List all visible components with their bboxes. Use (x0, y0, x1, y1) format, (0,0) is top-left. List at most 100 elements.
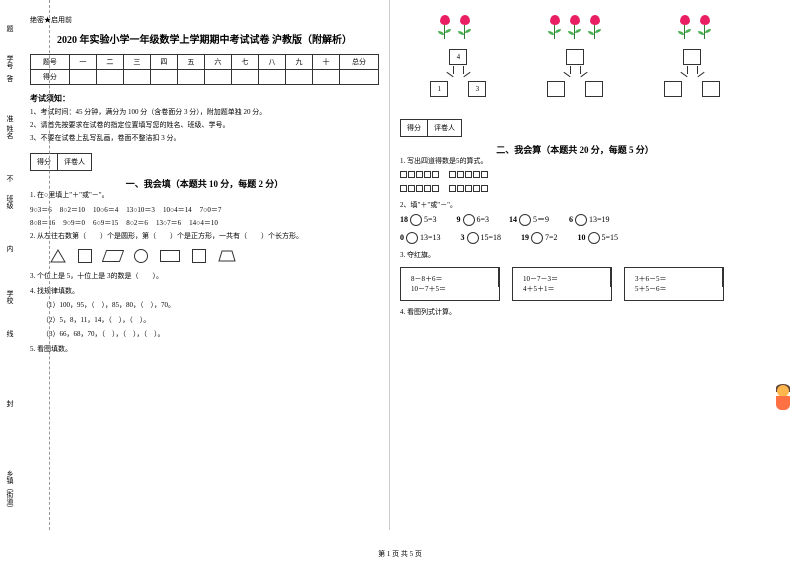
page: 绝密★启用前 2020 年实验小学一年级数学上学期期中考试试卷 沪教版（附解析）… (20, 0, 800, 530)
side-label: 不 (5, 175, 15, 182)
exam-title: 2020 年实验小学一年级数学上学期期中考试试卷 沪教版（附解析） (30, 31, 379, 46)
th: 二 (96, 55, 123, 70)
flower-group (676, 15, 714, 43)
th: 七 (231, 55, 258, 70)
score-table: 题号 一 二 三 四 五 六 七 八 九 十 总分 得分 (30, 54, 379, 85)
side-label: 线 (5, 330, 15, 337)
th: 六 (204, 55, 231, 70)
eq: 10○4＝14 (163, 205, 192, 215)
tree-top (683, 49, 701, 65)
right-column: 4 1 3 (390, 0, 760, 530)
trees-row: 4 1 3 (400, 49, 750, 109)
circle-blank-icon (463, 214, 475, 226)
th: 十 (312, 55, 339, 70)
q4-item: （1）100，95，（ ），85，80，（ ），70。 (30, 300, 379, 311)
flower-group (436, 15, 474, 43)
section-2-title: 二、我会算（本题共 20 分，每题 5 分） (400, 143, 750, 156)
flag-box: 10－7－3＝ 4＋5＋1＝ (512, 267, 612, 301)
eq: 7○0＝7 (200, 205, 222, 215)
th: 总分 (340, 55, 379, 70)
square-icon (192, 249, 206, 263)
side-label: 内 (5, 245, 15, 252)
eq-boxes (400, 171, 439, 178)
flower-icon (676, 15, 694, 43)
section-header: 得分 评卷人 (30, 153, 379, 171)
shapes-row (30, 249, 379, 263)
notice-item: 2、请首先按要求在试卷的指定位置填写您的姓名、班级、学号。 (30, 121, 379, 131)
eq: 8○2＝6 (126, 218, 148, 228)
table-row: 得分 (31, 70, 379, 85)
rectangle-icon (160, 250, 180, 262)
flower-icon (456, 15, 474, 43)
flower-icon (566, 15, 584, 43)
q5-text: 5. 看图填数。 (30, 344, 379, 355)
eq-part: 013=13 (400, 232, 441, 244)
th: 一 (69, 55, 96, 70)
notice-item: 1、考试时间：45 分钟，满分为 100 分（含卷面分 3 分），附加题单独 2… (30, 108, 379, 118)
q4-text: 4. 找规律填数。 (30, 286, 379, 297)
eq-part: 613=19 (569, 214, 610, 226)
flower-icon (436, 15, 454, 43)
flag-eq: 10－7＋5＝ (411, 284, 489, 294)
eq: 14○4＝10 (189, 218, 218, 228)
flower-icon (696, 15, 714, 43)
s2q4-text: 4. 看图列式计算。 (400, 307, 750, 318)
circle-blank-icon (519, 214, 531, 226)
eq-part: 105=15 (578, 232, 619, 244)
tree-left (547, 81, 565, 97)
eq: 13○10＝3 (126, 205, 155, 215)
circle-blank-icon (467, 232, 479, 244)
eq-part: 197=2 (521, 232, 558, 244)
eq: 8○2＝10 (60, 205, 85, 215)
trapezoid-icon (218, 250, 236, 262)
flag-eq: 10－7－3＝ (523, 274, 601, 284)
notice-item: 3、不要在试卷上乱写乱画，卷面不整洁扣 3 分。 (30, 134, 379, 144)
side-label: 封 (5, 400, 15, 407)
parallelogram-icon (102, 250, 124, 262)
flag-box: 8－8＋6＝ 10－7＋5＝ (400, 267, 500, 301)
s2q1-text: 1. 写出四道得数是5的算式。 (400, 156, 750, 167)
marker-label: 评卷人 (58, 154, 91, 170)
marker-label: 评卷人 (428, 120, 461, 136)
eq-boxes (400, 185, 439, 192)
s2q2-text: 2、填"＋"或"－"。 (400, 200, 750, 211)
th: 三 (123, 55, 150, 70)
binding-sidebar: 乡镇（街道） 封 线 学校 内 班级 不 姓名 准 答 学号 题 (0, 0, 50, 530)
circle-blank-icon (406, 232, 418, 244)
notice-title: 考试须知： (30, 93, 379, 104)
th: 八 (258, 55, 285, 70)
tree-top: 4 (449, 49, 467, 65)
left-column: 绝密★启用前 2020 年实验小学一年级数学上学期期中考试试卷 沪教版（附解析）… (20, 0, 390, 530)
blank-eq-row (400, 171, 750, 182)
calc-row: 013=13 315=18 197=2 105=15 (400, 232, 750, 244)
flag-eq: 5＋5－6＝ (635, 284, 713, 294)
calc-row: 185=3 96=3 145＝9 613=19 (400, 214, 750, 226)
side-label: 准 (5, 115, 15, 122)
table-row: 题号 一 二 三 四 五 六 七 八 九 十 总分 (31, 55, 379, 70)
side-label: 学校 (5, 290, 15, 304)
girl-icon (771, 385, 795, 415)
flag-eq: 4＋5＋1＝ (523, 284, 601, 294)
eq-part: 185=3 (400, 214, 437, 226)
side-label: 姓名 (5, 125, 15, 139)
side-label: 题 (5, 25, 15, 32)
circle-blank-icon (531, 232, 543, 244)
side-label: 乡镇（街道） (5, 470, 15, 512)
flower-icon (546, 15, 564, 43)
eq-part: 145＝9 (509, 214, 549, 226)
tree-right: 3 (468, 81, 486, 97)
secret-header: 绝密★启用前 (30, 15, 379, 25)
flag-box: 3＋6－5＝ 5＋5－6＝ (624, 267, 724, 301)
flower-icon (586, 15, 604, 43)
eq-boxes (449, 171, 488, 178)
circle-icon (134, 249, 148, 263)
th: 五 (177, 55, 204, 70)
eq-part: 96=3 (457, 214, 490, 226)
q3-text: 3. 个位上是 5，十位上是 3的数是（ ）。 (30, 271, 379, 282)
number-tree (652, 49, 732, 109)
circle-blank-icon (588, 232, 600, 244)
th: 四 (150, 55, 177, 70)
eq-row: 9○3＝6 8○2＝10 10○6＝4 13○10＝3 10○4＝14 7○0＝… (30, 205, 379, 215)
eq: 9○9＝0 (63, 218, 85, 228)
eq-row: 8○8＝16 9○9＝0 6○9＝15 8○2＝6 13○7＝6 14○4＝10 (30, 218, 379, 228)
